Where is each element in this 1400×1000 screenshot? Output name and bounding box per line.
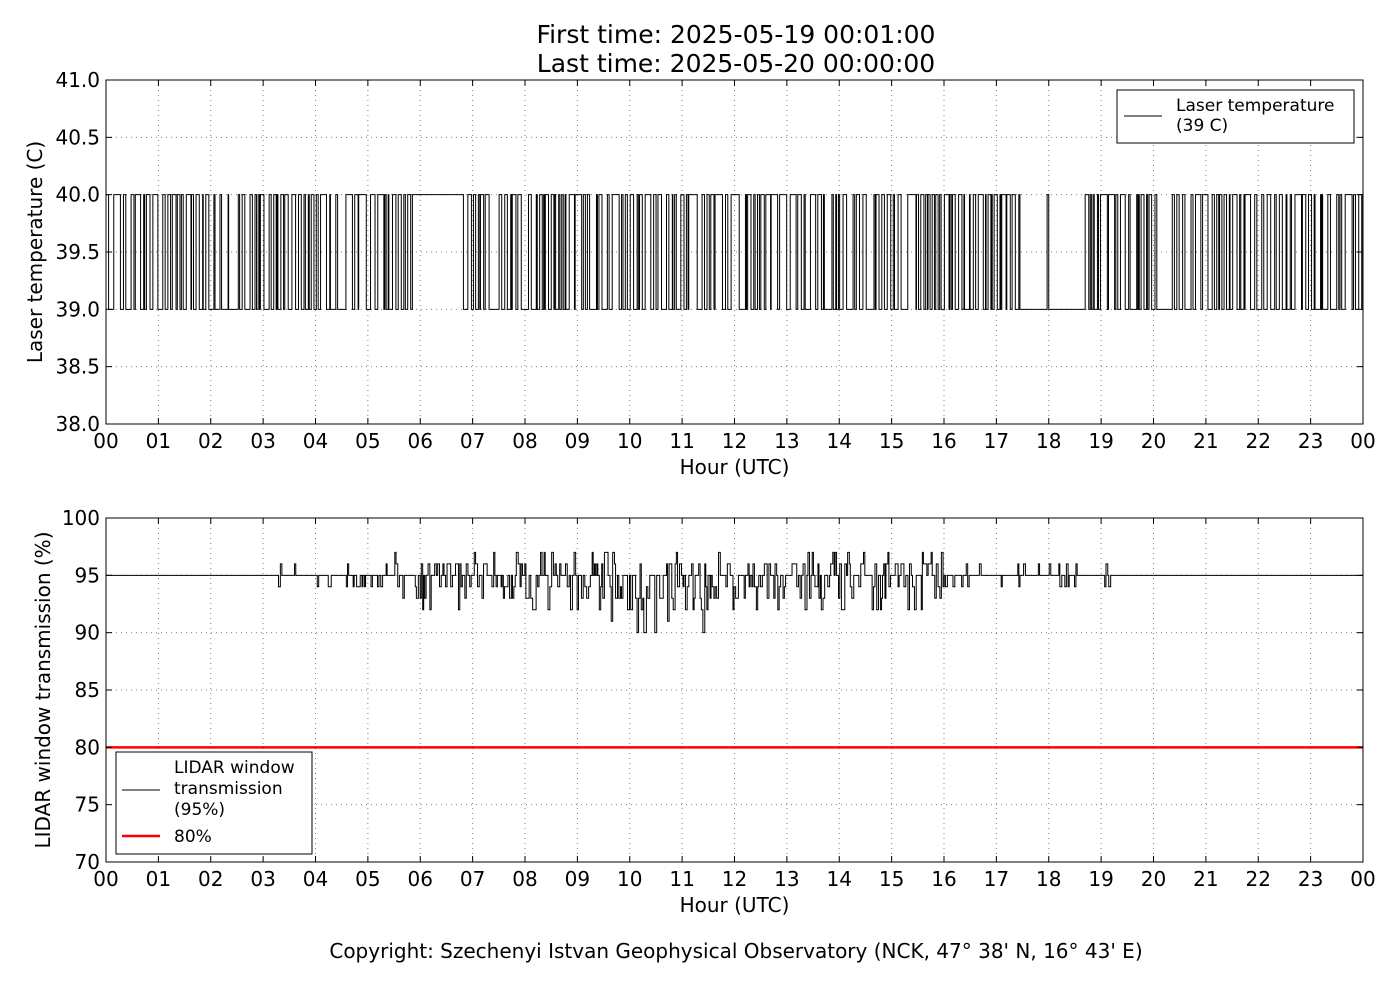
x-tick-label: 05	[355, 867, 380, 891]
legend-label: LIDAR window	[174, 758, 295, 778]
y-tick-label: 100	[62, 506, 100, 530]
x-tick-label: 15	[879, 429, 904, 453]
x-tick-label: 23	[1298, 867, 1323, 891]
legend-label: (95%)	[174, 800, 225, 820]
legend-threshold-label: 80%	[174, 827, 212, 847]
x-tick-label: 21	[1193, 867, 1218, 891]
x-tick-label: 18	[1036, 867, 1061, 891]
x-tick-label: 00	[1350, 429, 1375, 453]
y-tick-label: 70	[75, 850, 100, 874]
chart-title-line2: Last time: 2025-05-20 00:00:00	[537, 49, 935, 78]
x-tick-label: 07	[460, 867, 485, 891]
x-tick-label: 01	[146, 429, 171, 453]
x-tick-label: 12	[722, 867, 747, 891]
x-tick-label: 11	[669, 867, 694, 891]
x-tick-label: 21	[1193, 429, 1218, 453]
x-tick-label: 12	[722, 429, 747, 453]
plot-area	[106, 194, 1363, 310]
x-tick-label: 14	[827, 429, 852, 453]
legend-label: Laser temperature	[1176, 96, 1334, 116]
y-tick-label: 95	[75, 563, 100, 587]
x-tick-label: 11	[669, 429, 694, 453]
y-tick-label: 80	[75, 735, 100, 759]
y-tick-label: 38.0	[55, 412, 100, 436]
x-tick-label: 00	[93, 429, 118, 453]
y-tick-label: 40.0	[55, 183, 100, 207]
x-tick-label: 09	[565, 867, 590, 891]
x-tick-label: 09	[565, 429, 590, 453]
y-tick-label: 40.5	[55, 125, 100, 149]
y-tick-label: 41.0	[55, 68, 100, 92]
lidar-transmission-panel: 00 01 02 03 04 05 06 07 08 09 10 11 12 13 14 15 16 17 18 19…	[31, 506, 1376, 917]
legend-label: (39 C)	[1176, 116, 1228, 136]
x-axis-label: Hour (UTC)	[680, 893, 790, 917]
x-tick-label: 19	[1088, 867, 1113, 891]
x-tick-label: 13	[774, 867, 799, 891]
x-tick-label: 17	[984, 867, 1009, 891]
x-tick-label: 08	[512, 429, 537, 453]
y-tick-label: 75	[75, 793, 100, 817]
x-tick-label: 13	[774, 429, 799, 453]
y-tick-label: 90	[75, 621, 100, 645]
y-tick-label: 85	[75, 678, 100, 702]
x-tick-label: 04	[303, 867, 328, 891]
x-tick-label: 10	[617, 867, 642, 891]
x-axis-label: Hour (UTC)	[680, 455, 790, 479]
x-tick-label: 15	[879, 867, 904, 891]
x-tick-label: 04	[303, 429, 328, 453]
x-tick-label: 10	[617, 429, 642, 453]
x-tick-label: 22	[1246, 867, 1271, 891]
x-tick-label: 17	[984, 429, 1009, 453]
x-tick-label: 03	[250, 867, 275, 891]
x-tick-label: 20	[1141, 429, 1166, 453]
copyright-text: Copyright: Szechenyi Istvan Geophysical …	[329, 939, 1142, 963]
x-tick-label: 01	[146, 867, 171, 891]
x-tick-label: 23	[1298, 429, 1323, 453]
x-tick-label: 06	[408, 867, 433, 891]
chart-title-line1: First time: 2025-05-19 00:01:00	[537, 20, 936, 49]
x-tick-label: 06	[408, 429, 433, 453]
x-tick-label: 02	[198, 429, 223, 453]
x-tick-label: 00	[1350, 867, 1375, 891]
y-axis-label: LIDAR window transmission (%)	[31, 532, 55, 849]
y-tick-label: 39.0	[55, 297, 100, 321]
x-tick-label: 02	[198, 867, 223, 891]
x-tick-label: 22	[1246, 429, 1271, 453]
laser-temperature-panel: 00 01 02 03 04 05 06 07 08 09 10 11 12 13 14 15 16 17 18 19…	[23, 68, 1376, 479]
laser-temperature-line	[106, 194, 1363, 310]
y-axis-label: Laser temperature (C)	[23, 141, 47, 363]
x-tick-label: 18	[1036, 429, 1061, 453]
plot-area	[106, 551, 1363, 749]
x-tick-label: 16	[931, 429, 956, 453]
lidar-transmission-line	[106, 551, 1363, 634]
y-tick-label: 39.5	[55, 240, 100, 264]
x-tick-label: 00	[93, 867, 118, 891]
y-tick-label: 38.5	[55, 355, 100, 379]
x-tick-label: 08	[512, 867, 537, 891]
x-tick-label: 07	[460, 429, 485, 453]
x-tick-label: 19	[1088, 429, 1113, 453]
x-tick-label: 03	[250, 429, 275, 453]
x-tick-label: 16	[931, 867, 956, 891]
legend-label: transmission	[174, 779, 283, 799]
x-tick-label: 05	[355, 429, 380, 453]
x-tick-label: 20	[1141, 867, 1166, 891]
legend: Laser temperature(39 C)	[1116, 89, 1355, 144]
x-tick-label: 14	[827, 867, 852, 891]
